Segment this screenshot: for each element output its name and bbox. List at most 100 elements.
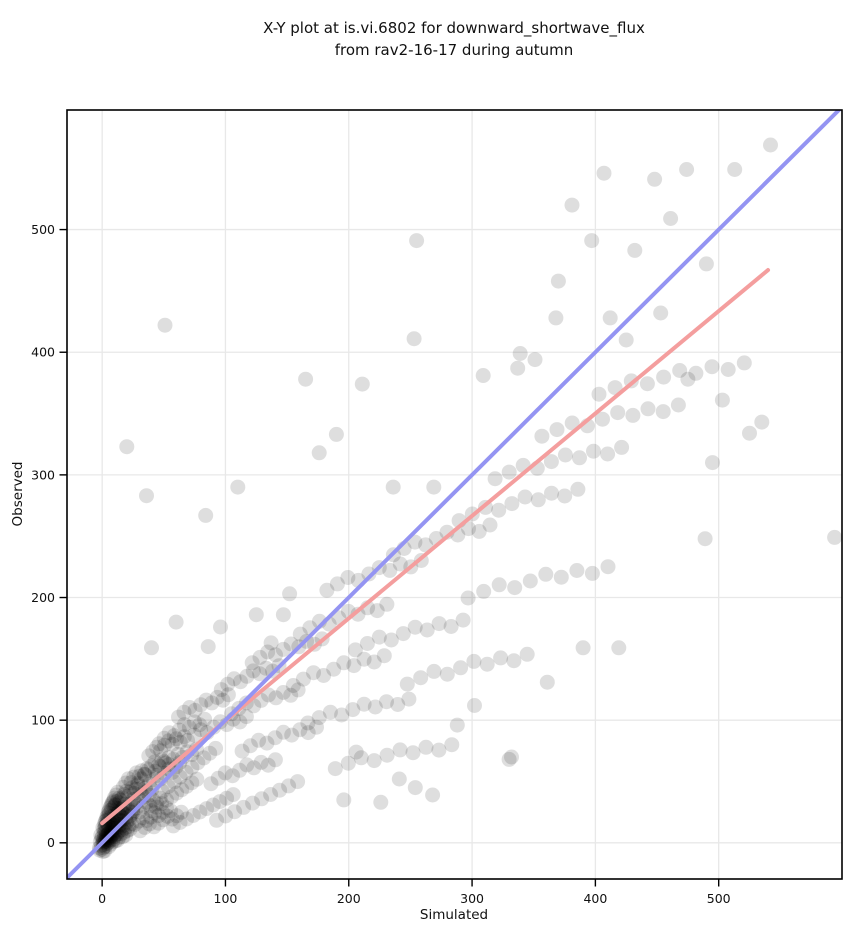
data-point [727,162,743,177]
figure-title-line2: from rav2-16-17 during autumn [335,41,574,59]
data-point [184,760,200,775]
data-point [143,809,159,825]
data-point [186,727,202,743]
data-point [504,749,519,765]
data-point [147,754,163,770]
data-point [550,273,566,289]
data-point [227,804,243,820]
data-point [155,812,171,828]
data-point [359,636,375,651]
data-point [392,556,408,572]
data-point [110,784,126,800]
data-point [336,655,352,671]
data-point [141,816,157,832]
data-point [283,636,299,652]
data-point [244,655,260,671]
data-point [534,428,550,444]
data-point [178,764,194,780]
data-point [467,698,482,713]
data-point [115,829,131,845]
data-point [220,676,236,692]
data-point [107,833,123,849]
data-point [118,775,134,791]
data-point [133,771,149,787]
data-point [418,537,434,553]
data-point [132,823,148,839]
data-point [369,603,385,619]
data-point [455,612,471,628]
data-point [161,725,177,741]
data-point [121,771,136,787]
scatter-points [91,137,842,859]
data-point [614,439,630,455]
data-point [530,492,546,508]
data-point [136,766,152,782]
data-point [159,800,174,816]
data-point [157,317,173,333]
data-point [493,650,509,666]
data-point [647,171,663,187]
data-point [131,768,147,784]
data-point [491,577,507,593]
data-point [263,787,279,802]
data-point [300,715,316,731]
data-point [153,743,169,759]
data-point [131,813,147,829]
data-point [471,523,487,539]
data-point [261,687,276,703]
data-point [161,750,177,766]
data-point [366,654,382,670]
data-point [107,818,123,834]
data-point [242,738,258,754]
data-point [443,619,459,634]
data-point [295,671,311,687]
data-point [149,796,165,812]
data-point [140,762,156,778]
data-point [130,775,146,791]
data-point [260,757,276,773]
data-point [171,722,187,738]
data-point [111,829,127,845]
data-point [575,640,591,656]
data-point [164,736,180,752]
data-point [742,425,757,441]
data-point [309,719,324,735]
data-point [251,732,267,748]
data-point [367,699,383,715]
data-point [210,770,226,786]
data-point [202,745,218,761]
data-point [549,422,565,438]
data-point [327,761,343,777]
data-point [487,471,503,487]
data-point [688,365,704,381]
plot-border [66,109,843,880]
data-point [145,744,161,760]
data-point [236,799,252,815]
data-point [316,668,332,683]
data-point [340,755,356,771]
data-point [226,671,242,687]
data-point [246,760,262,776]
data-point [519,646,535,662]
data-point [234,743,250,759]
data-point [466,653,482,669]
data-point [189,771,205,787]
data-point [103,798,119,814]
data-point [409,233,425,249]
data-point [101,806,117,821]
data-point [736,355,752,371]
data-point [517,489,533,505]
data-point [426,663,442,679]
data-point [213,682,229,698]
data-point [123,775,139,791]
y-tick-label: 100 [31,713,55,728]
data-point [192,804,208,820]
data-point [203,776,219,792]
data-point [268,647,283,663]
data-point [215,692,231,708]
data-point [108,787,124,803]
data-point [425,787,441,803]
data-point [527,352,543,368]
data-point [611,640,627,656]
data-point [512,346,528,361]
